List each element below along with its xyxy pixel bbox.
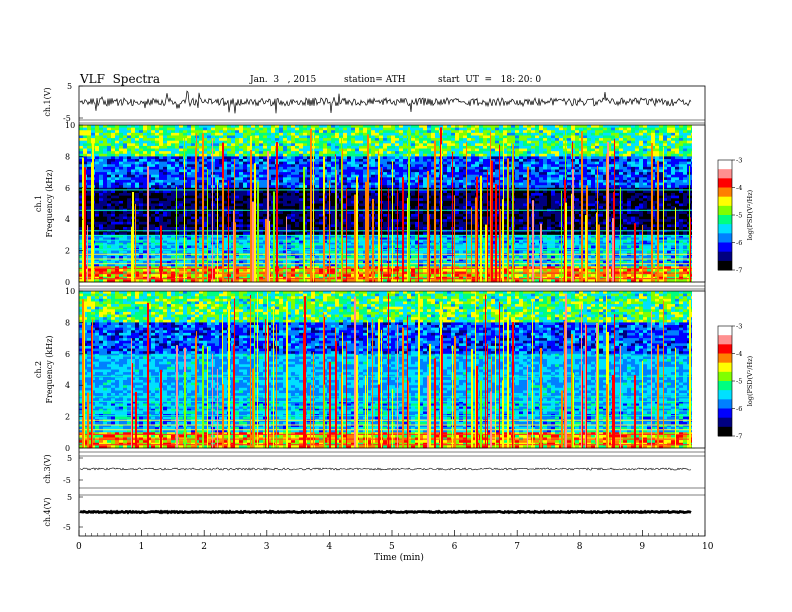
colorbar-2-swatch — [718, 427, 732, 437]
colorbar-1-tick-label: -3 — [736, 157, 742, 165]
colorbar-2-label: log(PSD(V²/Hz) — [746, 355, 754, 406]
spectrogram-ch2 — [79, 291, 705, 448]
spec1-channel-label: ch.1 — [34, 195, 43, 212]
colorbar-2-swatch — [718, 381, 732, 391]
spec2-ytick-label: 0 — [65, 444, 70, 453]
spec2-ytick-label: 2 — [65, 413, 70, 422]
colorbar-2-swatch — [718, 335, 732, 345]
ch3-ytick-label: 5 — [67, 454, 72, 463]
spec2-ylabel: Frequency (kHz) — [45, 335, 54, 403]
xtick-label: 2 — [201, 542, 207, 552]
colorbar-2-swatch — [718, 418, 732, 428]
colorbar-2-swatch — [718, 409, 732, 419]
ch3-ylabel: ch.3(V) — [43, 454, 52, 483]
colorbar-1-swatch — [718, 188, 732, 198]
spec2-ytick-label: 6 — [65, 350, 70, 359]
spec1-ytick-label: 6 — [65, 184, 70, 193]
xtick-label: 8 — [577, 542, 583, 552]
figure-root: VLF Spectra Jan. 3 , 2015 station= ATH s… — [0, 0, 792, 612]
xtick-label: 0 — [76, 542, 82, 552]
xaxis-label: Time (min) — [374, 552, 424, 563]
waveform-ch1 — [80, 91, 691, 113]
colorbar-1-tick-label: -6 — [736, 239, 742, 247]
spec1-ytick-label: 0 — [65, 278, 70, 287]
spectrogram-ch1 — [79, 125, 705, 282]
xtick-label: 3 — [264, 542, 270, 552]
colorbar-1-tick-label: -7 — [736, 267, 742, 275]
colorbar-2-tick-label: -5 — [736, 378, 742, 386]
spec1-ytick-label: 10 — [65, 121, 75, 130]
colorbar-2-swatch — [718, 372, 732, 382]
colorbar-1-swatch — [718, 178, 732, 188]
colorbar-1-tick-label: -4 — [736, 184, 742, 192]
spec1-ytick-label: 2 — [65, 247, 70, 256]
xtick-label: 4 — [326, 542, 332, 552]
colorbar-1-label: log(PSD(V²/Hz) — [746, 189, 754, 240]
xtick-label: 1 — [139, 542, 145, 552]
colorbar-1-tick-label: -5 — [736, 212, 742, 220]
spec1-ylabel: Frequency (kHz) — [45, 169, 54, 237]
vlf-figure: -3 -4 -5 -6 -7 log(PSD(V²/Hz) -3 -4 -5 -6 -7 log(PS… — [0, 0, 792, 612]
spec2-channel-label: ch.2 — [34, 361, 43, 378]
colorbar-1-swatch — [718, 224, 732, 234]
colorbar-2-tick-label: -3 — [736, 323, 742, 331]
waveform-ch3 — [80, 468, 691, 470]
colorbar-2-swatch — [718, 363, 732, 373]
waveform-ch4 — [80, 511, 691, 512]
colorbar-1-swatch — [718, 215, 732, 225]
ch4-ylabel: ch.4(V) — [43, 497, 52, 526]
xtick-label: 6 — [452, 542, 458, 552]
xtick-label: 7 — [514, 542, 520, 552]
colorbar-1-swatch — [718, 243, 732, 253]
ch3-ytick-label: -5 — [63, 476, 71, 485]
xtick-label: 5 — [389, 542, 395, 552]
colorbar-2-swatch — [718, 354, 732, 364]
xtick-label: 10 — [702, 542, 714, 552]
colorbar-1-swatch — [718, 261, 732, 271]
spec1-ytick-label: 8 — [65, 152, 70, 161]
colorbar-1-swatch — [718, 160, 732, 170]
colorbar-1-swatch — [718, 252, 732, 262]
spec2-ytick-label: 4 — [65, 381, 70, 390]
colorbar-2-swatch — [718, 390, 732, 400]
colorbar-2-swatch — [718, 399, 732, 409]
colorbar-2-tick-label: -7 — [736, 433, 742, 441]
colorbar-2-tick-label: -6 — [736, 405, 742, 413]
ch4-ytick-label: -5 — [63, 523, 71, 532]
spec2-ytick-label: 10 — [65, 287, 75, 296]
colorbar-1-swatch — [718, 169, 732, 179]
spec1-ytick-label: 4 — [65, 215, 70, 224]
xtick-label: 9 — [639, 542, 645, 552]
ch4-ytick-label: 5 — [67, 493, 72, 502]
colorbar-2-swatch — [718, 326, 732, 336]
spec2-ytick-label: 8 — [65, 318, 70, 327]
colorbar-1-swatch — [718, 197, 732, 207]
colorbar-1-swatch — [718, 206, 732, 216]
colorbar-1-swatch — [718, 233, 732, 243]
colorbar-2-tick-label: -4 — [736, 350, 742, 358]
ch1-ylabel: ch.1(V) — [43, 87, 52, 116]
ch1-ytick-label: 5 — [67, 82, 72, 91]
colorbar-2-swatch — [718, 344, 732, 354]
